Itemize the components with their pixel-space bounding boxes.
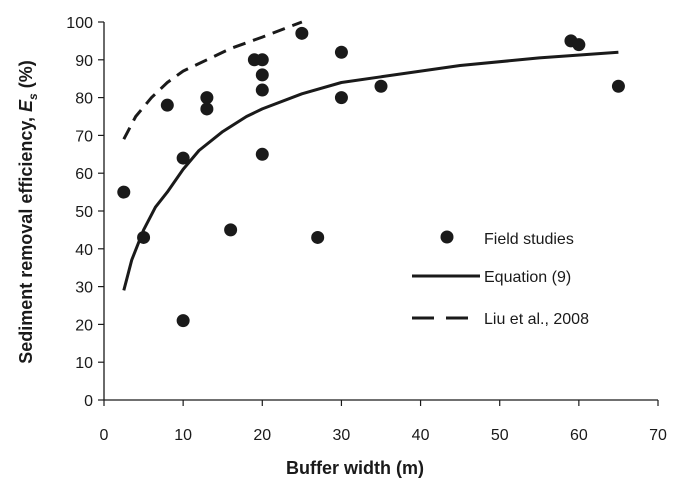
legend-marker [440, 230, 454, 244]
y-axis-title-unit: (%) [16, 60, 36, 93]
data-point [255, 83, 269, 97]
y-tick-label: 50 [75, 204, 93, 221]
y-axis-ticks: 0 10 20 30 40 50 60 70 80 90 100 [66, 15, 104, 410]
y-tick-label: 100 [66, 15, 93, 32]
series-line-equation-9 [122, 50, 619, 291]
data-point [255, 147, 269, 161]
legend-label: Field studies [484, 231, 574, 248]
y-tick-label: 30 [75, 280, 93, 297]
x-tick-label: 40 [412, 427, 430, 444]
y-tick-label: 60 [75, 166, 93, 183]
data-point [374, 79, 388, 93]
data-point [176, 314, 190, 328]
x-tick-label: 60 [570, 427, 588, 444]
data-point [255, 53, 269, 67]
y-tick-label: 80 [75, 91, 93, 108]
series-layer [117, 20, 625, 328]
data-point [334, 45, 348, 59]
x-axis-ticks: 0 10 20 30 40 50 60 70 [100, 400, 667, 444]
y-axis-title-symbol: E [16, 99, 36, 112]
data-point [200, 102, 214, 116]
y-tick-label: 90 [75, 53, 93, 70]
legend-label: Liu et al., 2008 [484, 311, 589, 328]
data-point [200, 91, 214, 105]
y-tick-label: 70 [75, 128, 93, 145]
data-point [255, 68, 269, 82]
x-tick-label: 20 [253, 427, 271, 444]
y-tick-label: 10 [75, 355, 93, 372]
y-tick-label: 40 [75, 242, 93, 259]
data-point [117, 185, 131, 199]
legend: Field studies Equation (9) Liu et al., 200… [412, 230, 589, 328]
x-tick-label: 10 [174, 427, 192, 444]
data-point [176, 151, 190, 165]
series-line-liu-et-al-2008 [122, 20, 303, 140]
x-tick-label: 50 [491, 427, 509, 444]
data-point [334, 91, 348, 105]
y-axis-title-main: Sediment removal efficiency, [16, 112, 36, 364]
data-point [611, 79, 625, 93]
y-axis-title-subscript: s [26, 93, 40, 100]
series-field-studies [117, 26, 625, 328]
x-tick-label: 0 [100, 427, 109, 444]
x-tick-label: 30 [333, 427, 351, 444]
axes [103, 22, 658, 401]
y-tick-label: 0 [84, 393, 93, 410]
x-axis-title: Buffer width (m) [286, 458, 424, 478]
y-axis-title: Sediment removal efficiency, Es (%) [16, 60, 40, 363]
data-point [572, 38, 586, 52]
data-point [311, 230, 325, 244]
data-point [224, 223, 238, 237]
data-point [295, 26, 309, 40]
x-tick-label: 70 [649, 427, 667, 444]
y-tick-label: 20 [75, 317, 93, 334]
legend-label: Equation (9) [484, 269, 571, 286]
data-point [160, 98, 174, 112]
